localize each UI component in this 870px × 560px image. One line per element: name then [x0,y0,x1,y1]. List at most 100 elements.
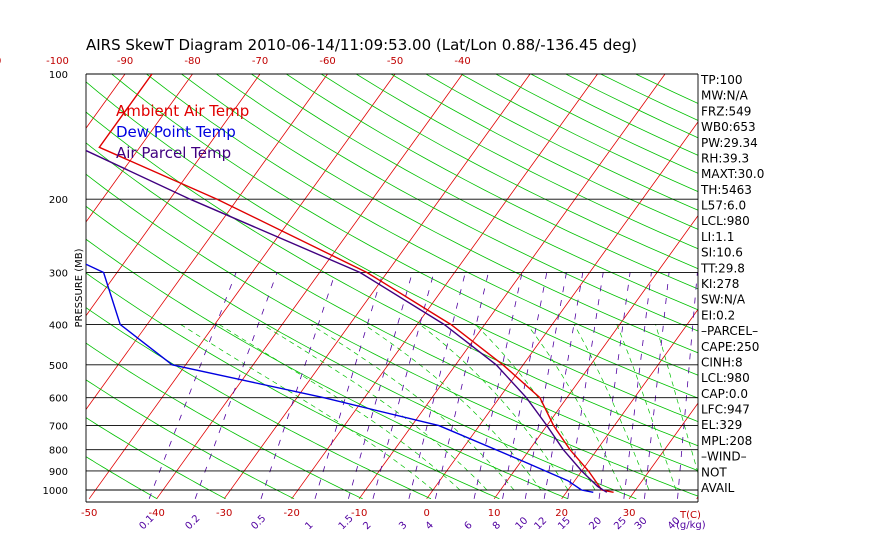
isotherm-line [358,74,666,500]
legend: Ambient Air Temp Dew Point Temp Air Parcel… [116,102,249,162]
stability-index-label: –WIND– [701,450,747,464]
stability-index-label: CINH:8 [701,355,743,369]
stability-index-label: MPL:208 [701,434,752,448]
legend-entry: Air Parcel Temp [116,144,231,162]
bottom-temperature-tick-label: -20 [283,508,299,519]
bottom-temperature-tick-label: -30 [216,508,232,519]
dry-adiabat-line [146,74,698,376]
stability-index-label: RH:39.3 [701,151,749,165]
stability-index-label: TH:5463 [700,183,752,197]
isotherm-line [426,121,698,500]
chart-title: AIRS SkewT Diagram 2010-06-14/11:09:53.0… [86,36,637,54]
bottom-temperature-tick-label: 0 [423,508,429,519]
dry-adiabat-line [86,417,226,500]
dry-adiabat-line [86,456,158,500]
pressure-tick-label: 100 [49,70,68,81]
pressure-tick-label: 700 [49,422,68,433]
dry-adiabat-line [86,307,432,500]
isotherm-line [86,74,328,411]
stability-index-label: NOT [701,465,727,479]
dry-adiabat-line [86,238,569,500]
air-parcel-templine [86,149,608,493]
stability-index-label: EL:329 [701,418,742,432]
top-temperature-tick-label: -40 [454,56,470,67]
dry-adiabat-line [86,142,698,472]
dry-adiabat-line [320,74,698,270]
isotherm-line [88,74,396,500]
mixing-ratio-line [502,272,548,499]
mixing-ratio-line [260,272,336,499]
legend-entry: Dew Point Temp [116,123,236,141]
mixing-ratio-line [473,272,523,499]
mixing-ratio-line [372,272,435,499]
stability-index-label: LCL:980 [701,371,750,385]
pressure-tick-label: 600 [49,394,68,405]
pressure-tick-label: 300 [49,268,68,279]
top-temperature-tick-label: -50 [387,56,403,67]
stability-index-label: LCL:980 [701,214,750,228]
temperature-unit-label: T(C) [679,510,701,521]
pressure-ticks: 100 200 300 400 500 600 700 800 900 1000 [43,70,68,497]
grid-lines [86,74,698,500]
mixing-ratio-line [434,272,489,499]
stability-index-label: LFC:947 [701,403,750,417]
mixing-ratio-line [347,272,413,499]
bottom-temperature-tick-label: -10 [351,508,367,519]
pressure-tick-label: 800 [49,446,68,457]
stability-index-label: SW:N/A [701,293,746,307]
dry-adiabat-line [86,272,500,500]
stability-index-label: AVAIL [701,481,735,495]
pressure-tick-label: 1000 [43,486,68,497]
top-temperature-ticks: -120-110-100-90-80-70-60-50-40 [0,56,471,67]
isotherm-line [156,74,463,500]
mixing-ratio-line [524,272,567,499]
isotherm-line [561,308,698,500]
stability-index-label: SI:10.6 [701,246,743,260]
bottom-temperature-tick-label: 30 [623,508,636,519]
mixing-ratio-line [567,272,604,499]
stability-index-label: LI:1.1 [701,230,734,244]
dry-adiabat-line [216,74,698,332]
bottom-temperature-ticks: -50 -40 -30 -20 -10 0 10 20 30 [81,508,636,519]
pressure-tick-label: 400 [49,320,68,331]
top-temperature-tick-label: -110 [0,56,1,67]
dry-adiabat-line [86,81,698,423]
stability-index-label: CAPE:250 [701,340,759,354]
mixing-ratio-line [644,272,670,499]
dry-adiabat-line [86,111,698,447]
isotherm-line [628,402,698,500]
isobars [85,73,699,503]
dry-adiabat-line [251,74,698,311]
y-axis-label: PRESSURE (MB) [74,248,85,327]
bottom-temperature-tick-label: 20 [555,508,568,519]
dry-adiabat-line [86,342,363,500]
dry-adiabat-line [111,74,698,399]
stability-index-label: CAP:0.0 [701,387,748,401]
stability-index-label: TT:29.8 [700,261,745,275]
dry-adiabat-line [181,74,698,354]
stability-index-label: PW:29.34 [701,136,758,150]
stability-index-label: TP:100 [700,73,743,87]
top-temperature-tick-label: -60 [319,56,335,67]
mixing-ratio-unit-label: (g/kg) [676,520,706,531]
isotherm-line [86,74,261,317]
mixing-ratio-line [314,272,384,499]
dry-adiabat-line [286,74,698,290]
pressure-tick-label: 500 [49,361,68,372]
dry-adiabat-line [86,173,698,497]
bottom-temperature-tick-label: -40 [148,508,164,519]
isotherm-line [86,74,193,223]
stability-index-label: L57:6.0 [701,199,746,213]
dew-point-templine [86,263,594,493]
ambient-air-templine [98,74,614,493]
dry-adiabat-line [86,205,637,500]
mixing-ratio-line [677,272,698,499]
pressure-tick-label: 900 [49,467,68,478]
stability-index-label: EI:0.2 [701,308,735,322]
isotherm-line [493,215,698,500]
mixing-ratio-line [598,272,631,499]
legend-entry: Ambient Air Temp [116,102,249,120]
isotherm-line [291,74,598,500]
